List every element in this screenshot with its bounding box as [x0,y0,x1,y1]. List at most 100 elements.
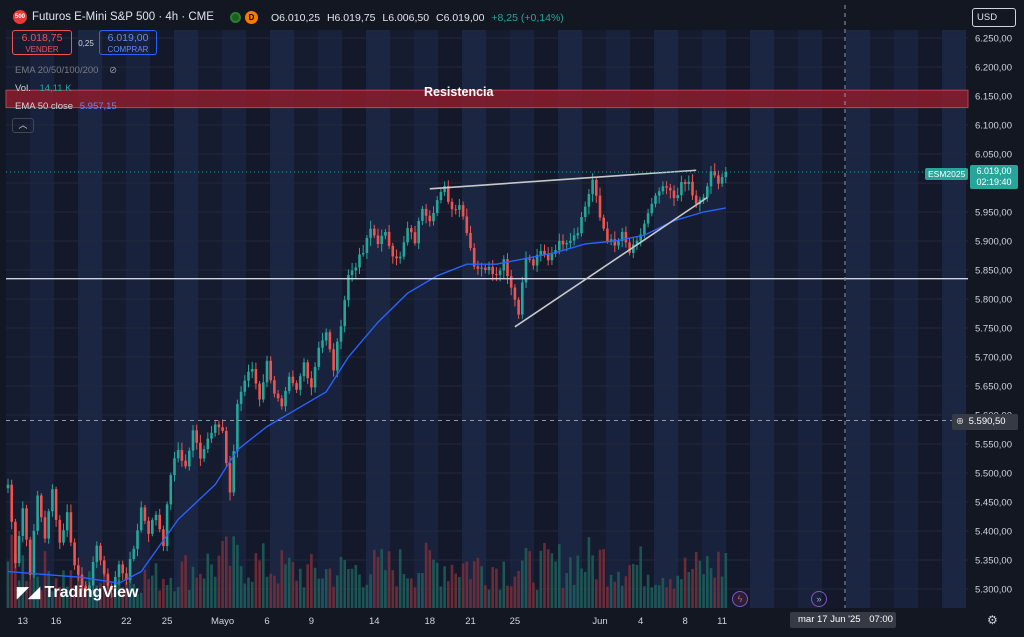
resistance-label[interactable]: Resistencia [424,85,494,99]
volume-bar [91,590,95,608]
candle-body [613,239,617,246]
tradingview-logo[interactable]: ◤◢ TradingView [17,583,138,602]
candle-body [287,376,291,391]
candle-body [302,362,306,377]
volume-bar [509,586,513,608]
sell-button[interactable]: 6.018,75 VENDER [12,30,72,55]
volume-bar [221,541,224,608]
flash-event-button[interactable]: ϟ [732,591,748,607]
session-band [918,30,942,608]
volume-bar [395,586,398,608]
volume-bar [350,568,354,608]
volume-bar [136,594,139,608]
session-band [438,30,462,608]
lightning-icon: ϟ [737,594,743,604]
market-status-dot [230,12,241,23]
session-band [366,30,390,608]
candle-body [447,186,450,202]
candle-body [217,424,221,428]
volume-bar [602,549,605,608]
candle-body [546,254,550,261]
candle-body [180,450,184,461]
volume-bar [132,584,136,608]
plus-circle-icon[interactable]: ⊕ [956,416,964,427]
candle-body [321,340,324,348]
volume-bar [302,587,306,608]
currency-select[interactable]: USD [972,8,1016,27]
candle-body [513,287,517,300]
goto-realtime-button[interactable]: » [811,591,827,607]
candle-body [395,256,398,259]
volume-bar [202,578,206,608]
volume-bar [180,561,184,608]
volume-bar [387,551,391,608]
price-axis-label: 5.500,00 [975,469,1012,480]
candle-body [273,380,276,394]
volume-legend[interactable]: Vol. 14,11 K [15,83,72,94]
eye-off-icon[interactable]: ⊘ [109,65,118,76]
candle-body [21,508,25,536]
wedge-upper-trendline [429,169,697,190]
volume-bar [262,543,265,608]
volume-bar [487,589,491,608]
volume-bar [713,577,716,608]
volume-bar [421,573,424,608]
volume-bar [47,571,50,608]
volume-bar [365,584,369,608]
volume-label: Vol. [15,83,31,94]
candle-body [65,512,69,531]
collapse-legend-button[interactable]: ︿ [12,118,34,133]
buy-button[interactable]: 6.019,00 COMPRAR [99,30,157,55]
candle-body [543,250,546,255]
candle-body [58,519,62,543]
volume-bar [565,573,568,608]
candle-body [439,191,443,201]
price-axis-label: 5.650,00 [975,382,1012,393]
ema-multi-label: EMA 20/50/100/200 [15,65,99,76]
volume-bar [465,561,469,608]
session-band [78,30,102,608]
candle-body [502,259,506,271]
candle-body [10,484,13,522]
candle-body [472,247,476,267]
candle-body [384,231,387,236]
volume-bar [250,581,254,608]
candle-body [139,507,143,531]
candle-body [620,231,624,242]
candle-body [657,191,661,196]
candle-body [132,548,136,559]
volume-bar [498,589,502,608]
candle-body [69,512,73,543]
volume-bar [358,574,361,608]
candle-body [591,179,594,195]
volume-bar [114,590,117,608]
candle-body [676,195,679,198]
time-axis-label: 14 [369,616,380,627]
price-axis-label: 6.150,00 [975,92,1012,103]
price-axis-label: 5.300,00 [975,585,1012,596]
volume-bar [569,557,572,608]
volume-bar [450,564,454,608]
volume-bar [672,588,676,608]
volume-bar [484,585,487,608]
volume-bar [410,578,413,608]
candle-body [213,424,217,433]
chart-settings-button[interactable]: ⚙ [987,613,998,627]
symbol-logo-badge[interactable]: 500 [13,10,27,24]
session-band [606,30,630,608]
session-band [894,30,918,608]
candle-body [428,215,432,222]
volume-bar [550,553,554,608]
candle-body [125,573,128,581]
currency-value: USD [977,12,998,23]
ohlc-close: C6.019,00 [436,12,485,24]
volume-bar [258,560,261,608]
candle-body [154,514,158,521]
symbol-title[interactable]: Futuros E-Mini S&P 500 · 4h · CME [32,11,214,23]
volume-bar [361,587,365,608]
market-badge[interactable]: D [245,11,258,24]
ema50-legend[interactable]: EMA 50 close 5.957,15 [15,101,117,112]
ema-multi-legend[interactable]: EMA 20/50/100/200 ⊘ [15,65,117,76]
